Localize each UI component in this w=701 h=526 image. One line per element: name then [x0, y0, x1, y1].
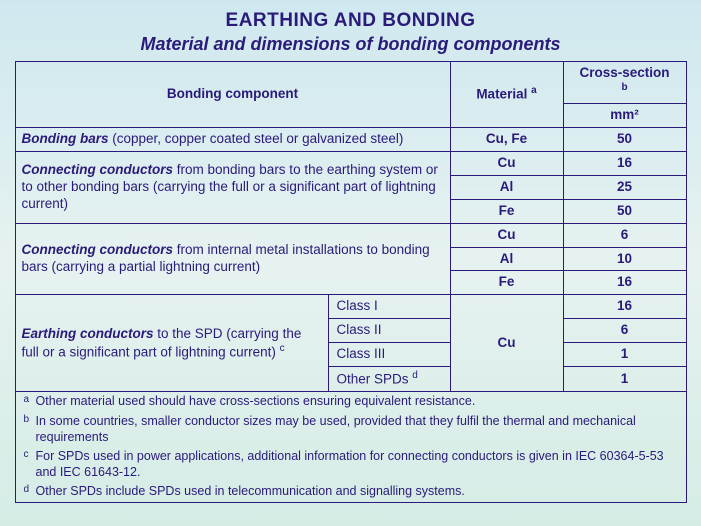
row-label-strong: Connecting conductors — [22, 242, 174, 257]
cell-class: Class II — [328, 319, 450, 343]
footnote-a: Other material used should have cross-se… — [36, 394, 666, 410]
cell-class: Class I — [328, 295, 450, 319]
header-unit: mm² — [563, 104, 686, 128]
cell-material: Fe — [450, 271, 563, 295]
cell-material: Cu — [450, 152, 563, 176]
cell-cs: 16 — [563, 152, 686, 176]
cell-cs: 16 — [563, 271, 686, 295]
cell-material: Fe — [450, 199, 563, 223]
header-material-text: Material — [476, 87, 527, 102]
row-label-strong: Connecting conductors — [22, 162, 174, 177]
table-row: Connecting conductors from bonding bars … — [15, 152, 686, 176]
cell-cs: 6 — [563, 319, 686, 343]
cell-material: Cu — [450, 295, 563, 392]
footnote-b: In some countries, smaller conductor siz… — [36, 414, 666, 445]
row-label-rest: (copper, copper coated steel or galvaniz… — [109, 131, 404, 146]
cell-cs: 16 — [563, 295, 686, 319]
cell-material: Al — [450, 175, 563, 199]
cell-cs: 1 — [563, 366, 686, 391]
row-label-strong: Bonding bars — [22, 131, 109, 146]
cell-cs: 10 — [563, 247, 686, 271]
cell-cs: 25 — [563, 175, 686, 199]
page-subtitle: Material and dimensions of bonding compo… — [0, 34, 701, 55]
cell-material: Al — [450, 247, 563, 271]
footnote-c: For SPDs used in power applications, add… — [36, 449, 666, 480]
cell-material: Cu, Fe — [450, 128, 563, 152]
cell-material: Cu — [450, 223, 563, 247]
cell-cs: 50 — [563, 128, 686, 152]
cell-class: Class III — [328, 343, 450, 367]
footnote-d: Other SPDs include SPDs used in telecomm… — [36, 484, 666, 500]
cell-class: Other SPDs — [337, 371, 409, 386]
bonding-table: Bonding component Material a Cross-secti… — [15, 61, 687, 503]
table-row: Earthing conductors to the SPD (carrying… — [15, 295, 686, 319]
table-row: Connecting conductors from internal meta… — [15, 223, 686, 247]
page-title: EARTHING AND BONDING — [0, 0, 701, 32]
cell-class-note: d — [412, 370, 418, 381]
header-material: Material a — [450, 62, 563, 128]
header-cs-text: Cross-section — [579, 65, 669, 80]
header-cross-section: Cross-section b — [563, 62, 686, 104]
cell-cs: 1 — [563, 343, 686, 367]
cell-cs: 6 — [563, 223, 686, 247]
row-label-strong: Earthing conductors — [22, 326, 154, 341]
cell-cs: 50 — [563, 199, 686, 223]
row-label-note: c — [280, 343, 285, 354]
header-cs-note: b — [621, 82, 627, 93]
table-row: Bonding bars (copper, copper coated stee… — [15, 128, 686, 152]
header-material-note: a — [531, 85, 537, 96]
header-component: Bonding component — [15, 62, 450, 128]
footnotes: aOther material used should have cross-s… — [15, 392, 686, 503]
